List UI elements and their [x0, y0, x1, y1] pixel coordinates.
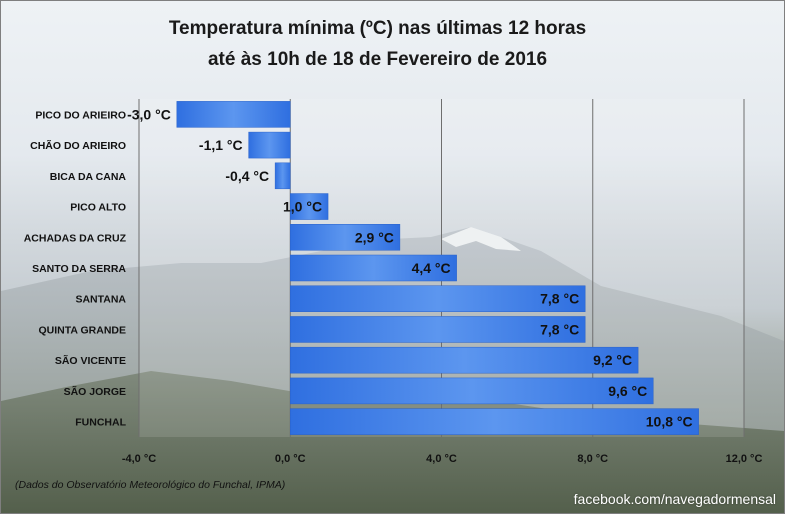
category-label: BICA DA CANA — [50, 171, 127, 183]
category-label: SÃO JORGE — [64, 385, 126, 398]
data-label: 4,4 °C — [412, 260, 451, 276]
bar — [290, 316, 586, 343]
bar — [290, 377, 654, 405]
category-label: SANTO DA SERRA — [32, 263, 126, 275]
data-label: 7,8 °C — [540, 321, 579, 337]
bar — [176, 101, 291, 128]
bar — [290, 254, 457, 282]
data-label: 9,6 °C — [608, 383, 647, 399]
data-label: 9,2 °C — [593, 352, 632, 368]
category-label: SÃO VICENTE — [55, 354, 126, 367]
x-tick-label: -4,0 °C — [122, 453, 156, 465]
data-label: -3,0 °C — [127, 106, 171, 122]
category-label: PICO ALTO — [70, 202, 126, 214]
data-label: 7,8 °C — [540, 291, 579, 307]
bar — [290, 408, 699, 435]
bar — [274, 162, 291, 190]
data-label: 1,0 °C — [283, 199, 322, 215]
bar — [290, 193, 329, 220]
category-label: PICO DO ARIEIRO — [35, 109, 126, 121]
category-label: QUINTA GRANDE — [39, 324, 127, 336]
bar — [290, 346, 639, 374]
bar — [290, 224, 401, 251]
category-label: ACHADAS DA CRUZ — [24, 232, 127, 244]
chart-title-line1: Temperatura mínima (ºC) nas últimas 12 h… — [168, 18, 587, 39]
data-label: -1,1 °C — [199, 137, 243, 153]
category-label: SANTANA — [75, 294, 126, 306]
data-label: 10,8 °C — [646, 414, 693, 430]
category-label: FUNCHAL — [75, 417, 126, 429]
bar — [248, 131, 291, 159]
x-tick-label: 12,0 °C — [726, 453, 763, 465]
x-tick-label: 0,0 °C — [275, 453, 306, 465]
x-tick-label: 4,0 °C — [426, 453, 457, 465]
chart-title-line2: até às 10h de 18 de Fevereiro de 2016 — [207, 49, 548, 70]
source-note: (Dados do Observatório Meteorológico do … — [15, 479, 286, 491]
data-label: 2,9 °C — [355, 229, 394, 245]
x-tick-label: 8,0 °C — [577, 453, 608, 465]
data-label: -0,4 °C — [225, 168, 269, 184]
category-label: CHÃO DO ARIEIRO — [30, 139, 126, 152]
credit-text: facebook.com/navegadormensal — [573, 491, 776, 507]
bar — [290, 285, 586, 312]
